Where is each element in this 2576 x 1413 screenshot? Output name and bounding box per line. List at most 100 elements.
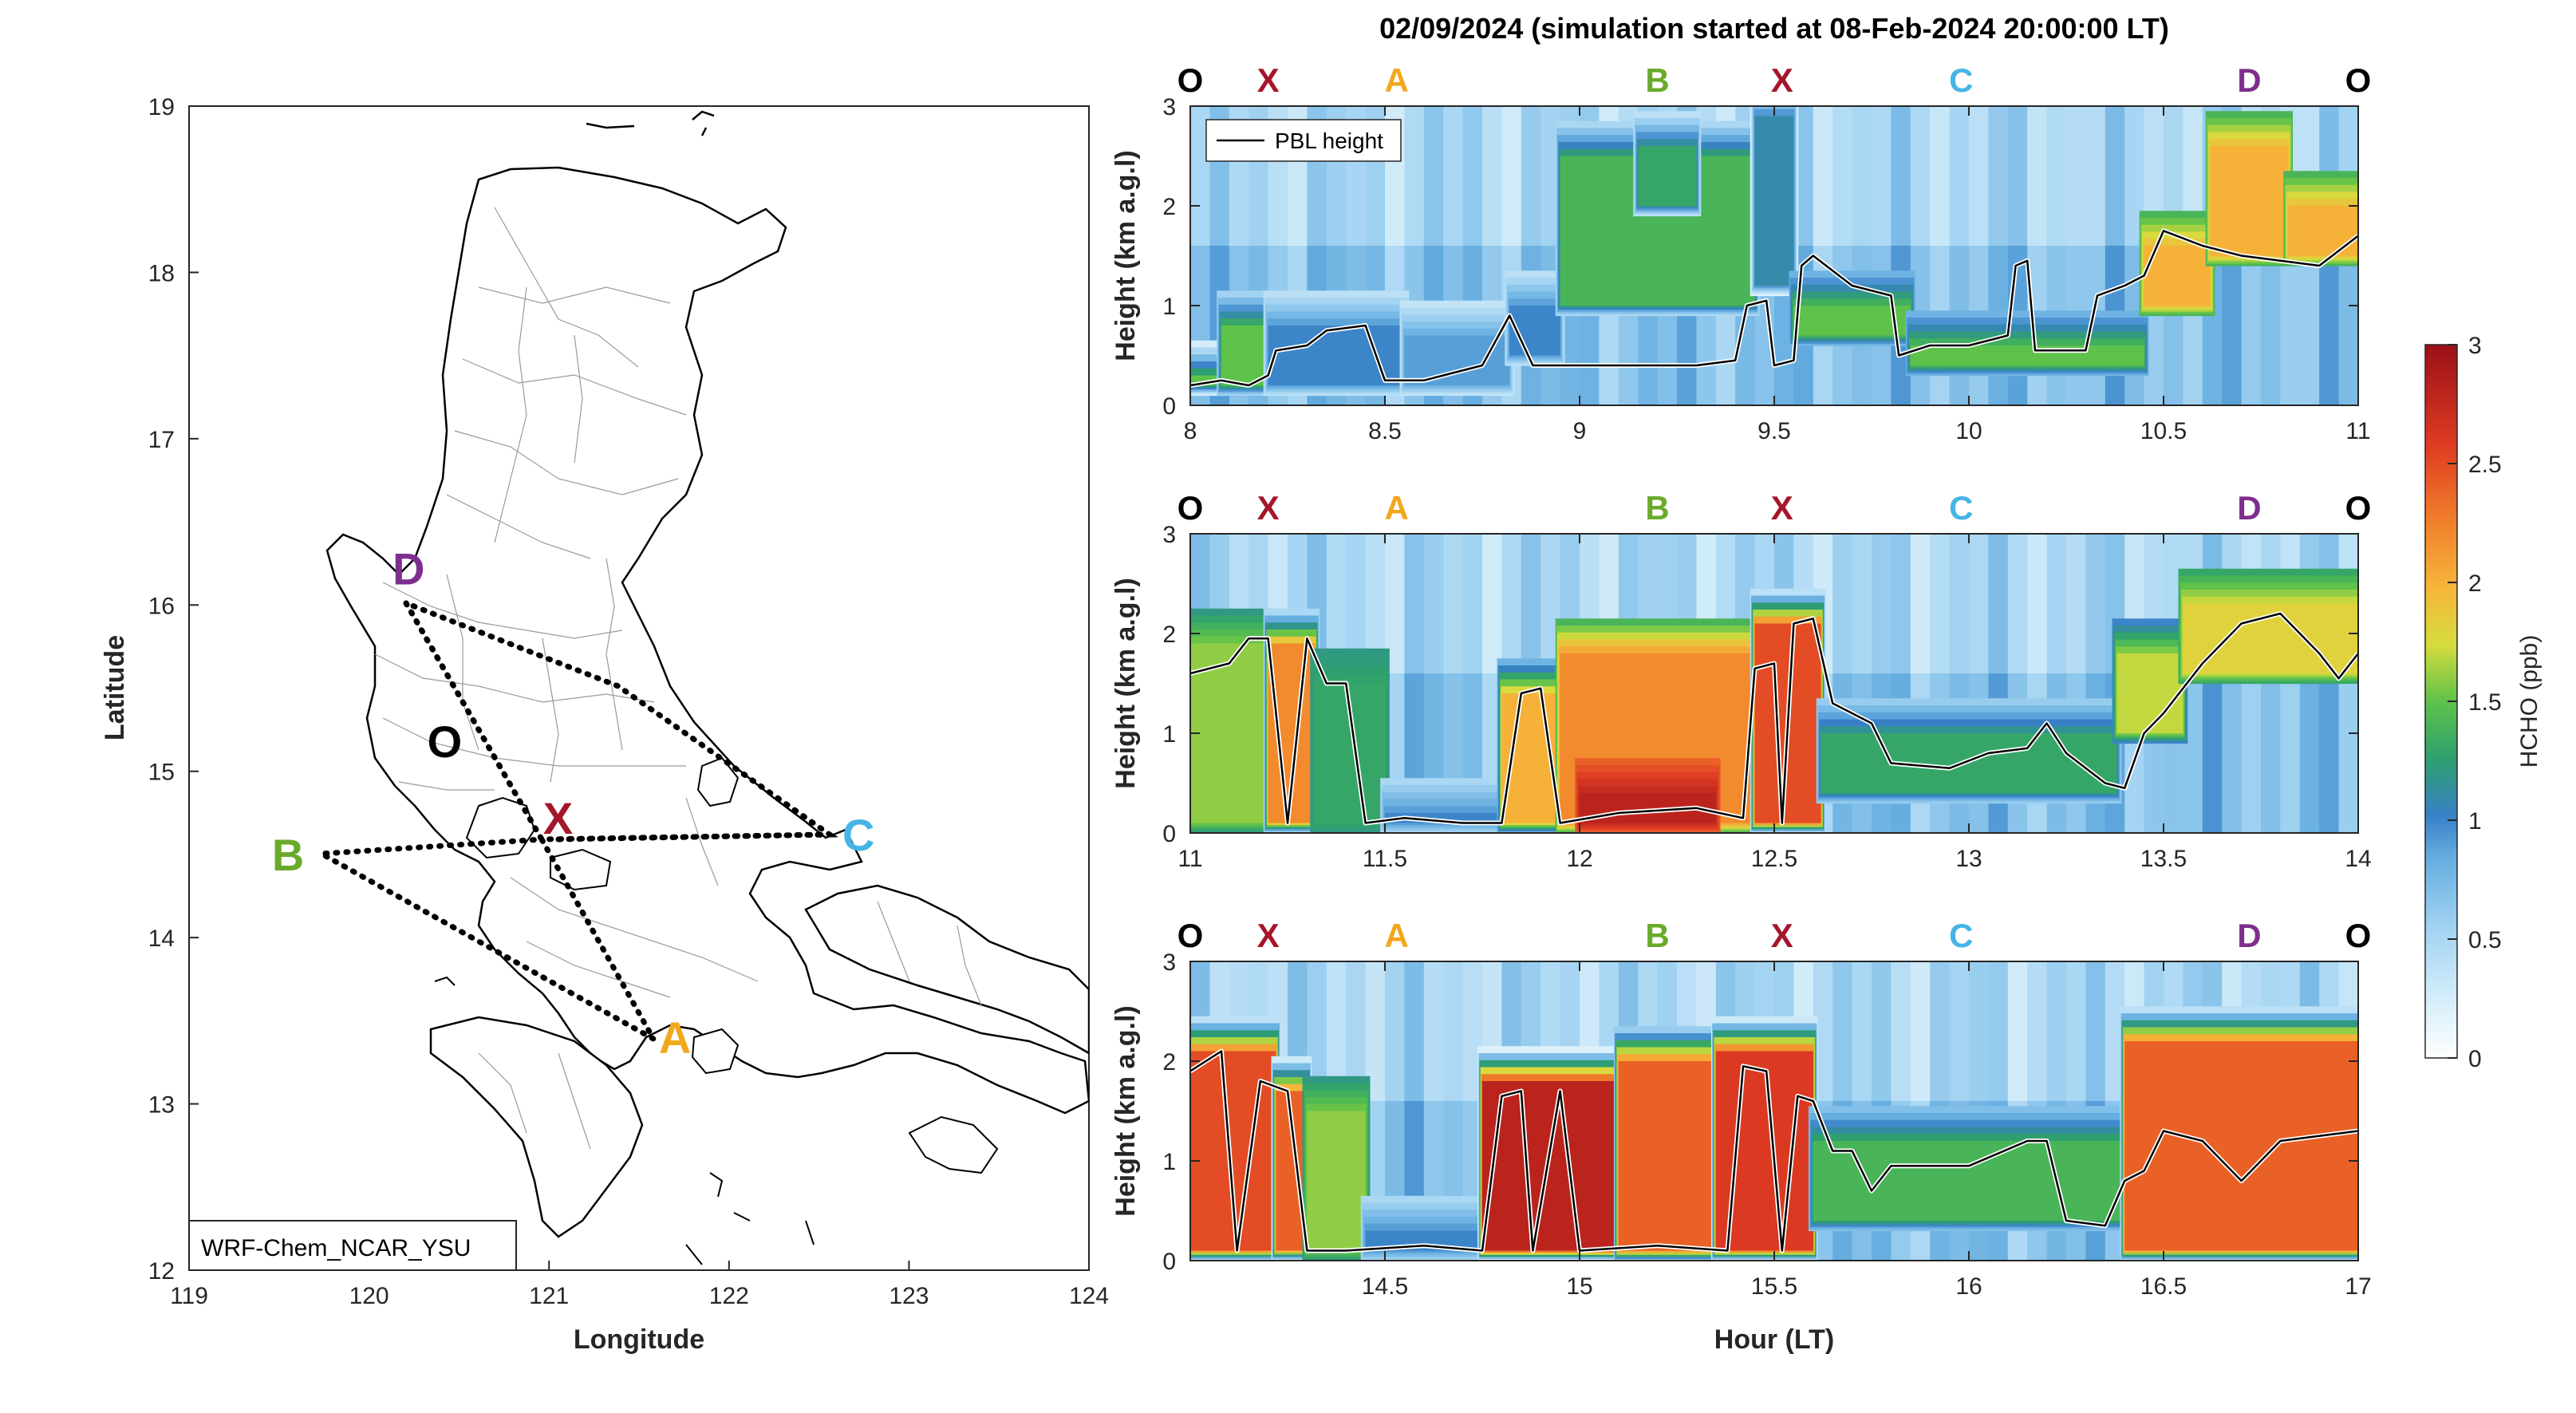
- colorbar: 0 0.5 1 1.5 2 2.5 3 HCHO (ppb): [2424, 333, 2542, 1072]
- concentration-band: [1754, 116, 1794, 286]
- map-x-tick-label: 124: [1069, 1283, 1109, 1309]
- x-tick-label: 13.5: [2140, 846, 2187, 872]
- lower-air-cell: [2261, 246, 2281, 405]
- upper-air-cell: [1969, 106, 1989, 246]
- lower-air-cell: [2261, 673, 2281, 833]
- x-axis-label: Hour (LT): [1714, 1324, 1834, 1355]
- model-label: WRF-Chem_NCAR_YSU: [201, 1235, 471, 1261]
- map-x-tick-label: 119: [170, 1283, 208, 1309]
- upper-air-cell: [2085, 534, 2106, 673]
- x-tick-label: 11: [1178, 846, 1202, 872]
- map-panel: 119 120 121 122 123 124 12 13 14 15 16 17 18 19 Long…: [100, 94, 1109, 1355]
- upper-air-cell: [1832, 961, 1853, 1101]
- y-tick-label: 0: [1162, 393, 1176, 420]
- x-tick-label: 12: [1566, 846, 1592, 872]
- lower-air-cell: [2241, 673, 2262, 833]
- colorbar-tick-label: 0.5: [2468, 927, 2502, 953]
- concentration-band: [2210, 146, 2289, 256]
- x-tick-label: 13: [1955, 846, 1982, 872]
- colorbar-tick-label: 2: [2468, 570, 2482, 597]
- upper-air-cell: [2007, 534, 2028, 673]
- map-y-tick-label: 13: [148, 1092, 175, 1119]
- waypoint-label-A: A: [1384, 489, 1408, 527]
- lower-air-cell: [2319, 246, 2340, 405]
- figure-title: 02/09/2024 (simulation started at 08-Feb…: [1379, 12, 2169, 45]
- colorbar-tick-label: 3: [2468, 333, 2482, 359]
- upper-air-cell: [2105, 106, 2125, 246]
- pbl-height-line: [1190, 230, 2358, 387]
- upper-air-cell: [1482, 534, 1502, 673]
- map-point-C: C: [842, 810, 874, 860]
- y-tick-label: 0: [1162, 821, 1176, 847]
- pbl-height-line: [1190, 1050, 2358, 1252]
- upper-air-cell: [2007, 961, 2028, 1101]
- upper-air-cell: [1930, 106, 1951, 246]
- waypoint-label-C: C: [1949, 489, 1973, 527]
- y-axis-label: Height (km a.g.l): [1110, 578, 1141, 788]
- upper-air-cell: [1443, 106, 1464, 246]
- waypoint-label-X: X: [1257, 489, 1280, 527]
- upper-air-cell: [1482, 106, 1502, 246]
- legend: PBL height: [1205, 119, 1402, 162]
- upper-air-cell: [1910, 106, 1931, 246]
- upper-air-cell: [1949, 106, 1970, 246]
- x-tick-label: 16.5: [2140, 1273, 2187, 1300]
- map-x-tick-label: 120: [349, 1283, 389, 1309]
- waypoint-label-B: B: [1645, 489, 1669, 527]
- y-tick-label: 1: [1162, 721, 1176, 748]
- map-x-ticks: 119 120 121 122 123 124: [170, 1261, 1109, 1309]
- upper-air-cell: [1521, 106, 1541, 246]
- mindoro-coastline: [429, 1016, 644, 1238]
- laguna-lake: [550, 848, 612, 891]
- upper-air-cell: [2066, 961, 2086, 1101]
- waypoint-label-C: C: [1949, 917, 1973, 954]
- upper-air-cell: [2085, 961, 2106, 1101]
- legend-label: PBL height: [1275, 128, 1383, 153]
- colorbar-ticks: 0 0.5 1 1.5 2 2.5 3: [2448, 333, 2502, 1072]
- waypoint-label-O: O: [1178, 489, 1204, 527]
- upper-air-cell: [1404, 961, 1425, 1101]
- luzon-coastline: [325, 166, 1089, 1115]
- map-x-tick-label: 123: [889, 1283, 929, 1309]
- upper-air-cell: [1872, 961, 1892, 1101]
- concentration-band: [2116, 653, 2183, 733]
- upper-air-cell: [1949, 534, 1970, 673]
- upper-air-cell: [1930, 961, 1951, 1101]
- waypoint-label-B: B: [1645, 917, 1669, 954]
- x-tick-label: 9.5: [1757, 418, 1791, 444]
- lower-air-cell: [2202, 673, 2223, 833]
- concentration-band: [1482, 1081, 1619, 1251]
- upper-air-cell: [1423, 106, 1444, 246]
- waypoint-label-D: D: [2237, 61, 2261, 99]
- map-point-labels: D O X B C A: [272, 543, 875, 1063]
- y-tick-label: 1: [1162, 1149, 1176, 1175]
- upper-air-cell: [1852, 106, 1872, 246]
- waypoint-label-D: D: [2237, 917, 2261, 954]
- upper-air-cell: [1404, 534, 1425, 673]
- colorbar-tick-label: 2.5: [2468, 452, 2502, 478]
- lower-air-cell: [2280, 673, 2301, 833]
- upper-air-cell: [1423, 961, 1444, 1101]
- upper-air-cell: [1832, 534, 1853, 673]
- upper-air-cell: [1949, 961, 1970, 1101]
- waypoint-label-X: X: [1771, 917, 1793, 954]
- heatmap-panel-1: 8 8.5 9 9.5 10 10.5 11 0 1 2 3 Height (km a.g.l) O X A…: [1110, 61, 2371, 444]
- upper-air-cell: [1910, 534, 1931, 673]
- y-axis-label: Height (km a.g.l): [1110, 150, 1141, 361]
- upper-air-cell: [1891, 534, 1911, 673]
- upper-air-cell: [2046, 106, 2067, 246]
- upper-air-cell: [1910, 961, 1931, 1101]
- pbl-height-line: [1190, 612, 2358, 824]
- upper-air-cell: [1813, 106, 1833, 246]
- map-y-axis-label: Latitude: [100, 635, 130, 740]
- waypoint-label-O: O: [1178, 61, 1204, 99]
- map-y-tick-label: 14: [148, 926, 175, 952]
- map-y-tick-label: 17: [148, 427, 175, 453]
- coastline-group: [325, 110, 1089, 1265]
- upper-air-cell: [1385, 961, 1405, 1101]
- y-tick-label: 2: [1162, 622, 1176, 648]
- waypoint-label-D: D: [2237, 489, 2261, 527]
- y-tick-label: 2: [1162, 1049, 1176, 1076]
